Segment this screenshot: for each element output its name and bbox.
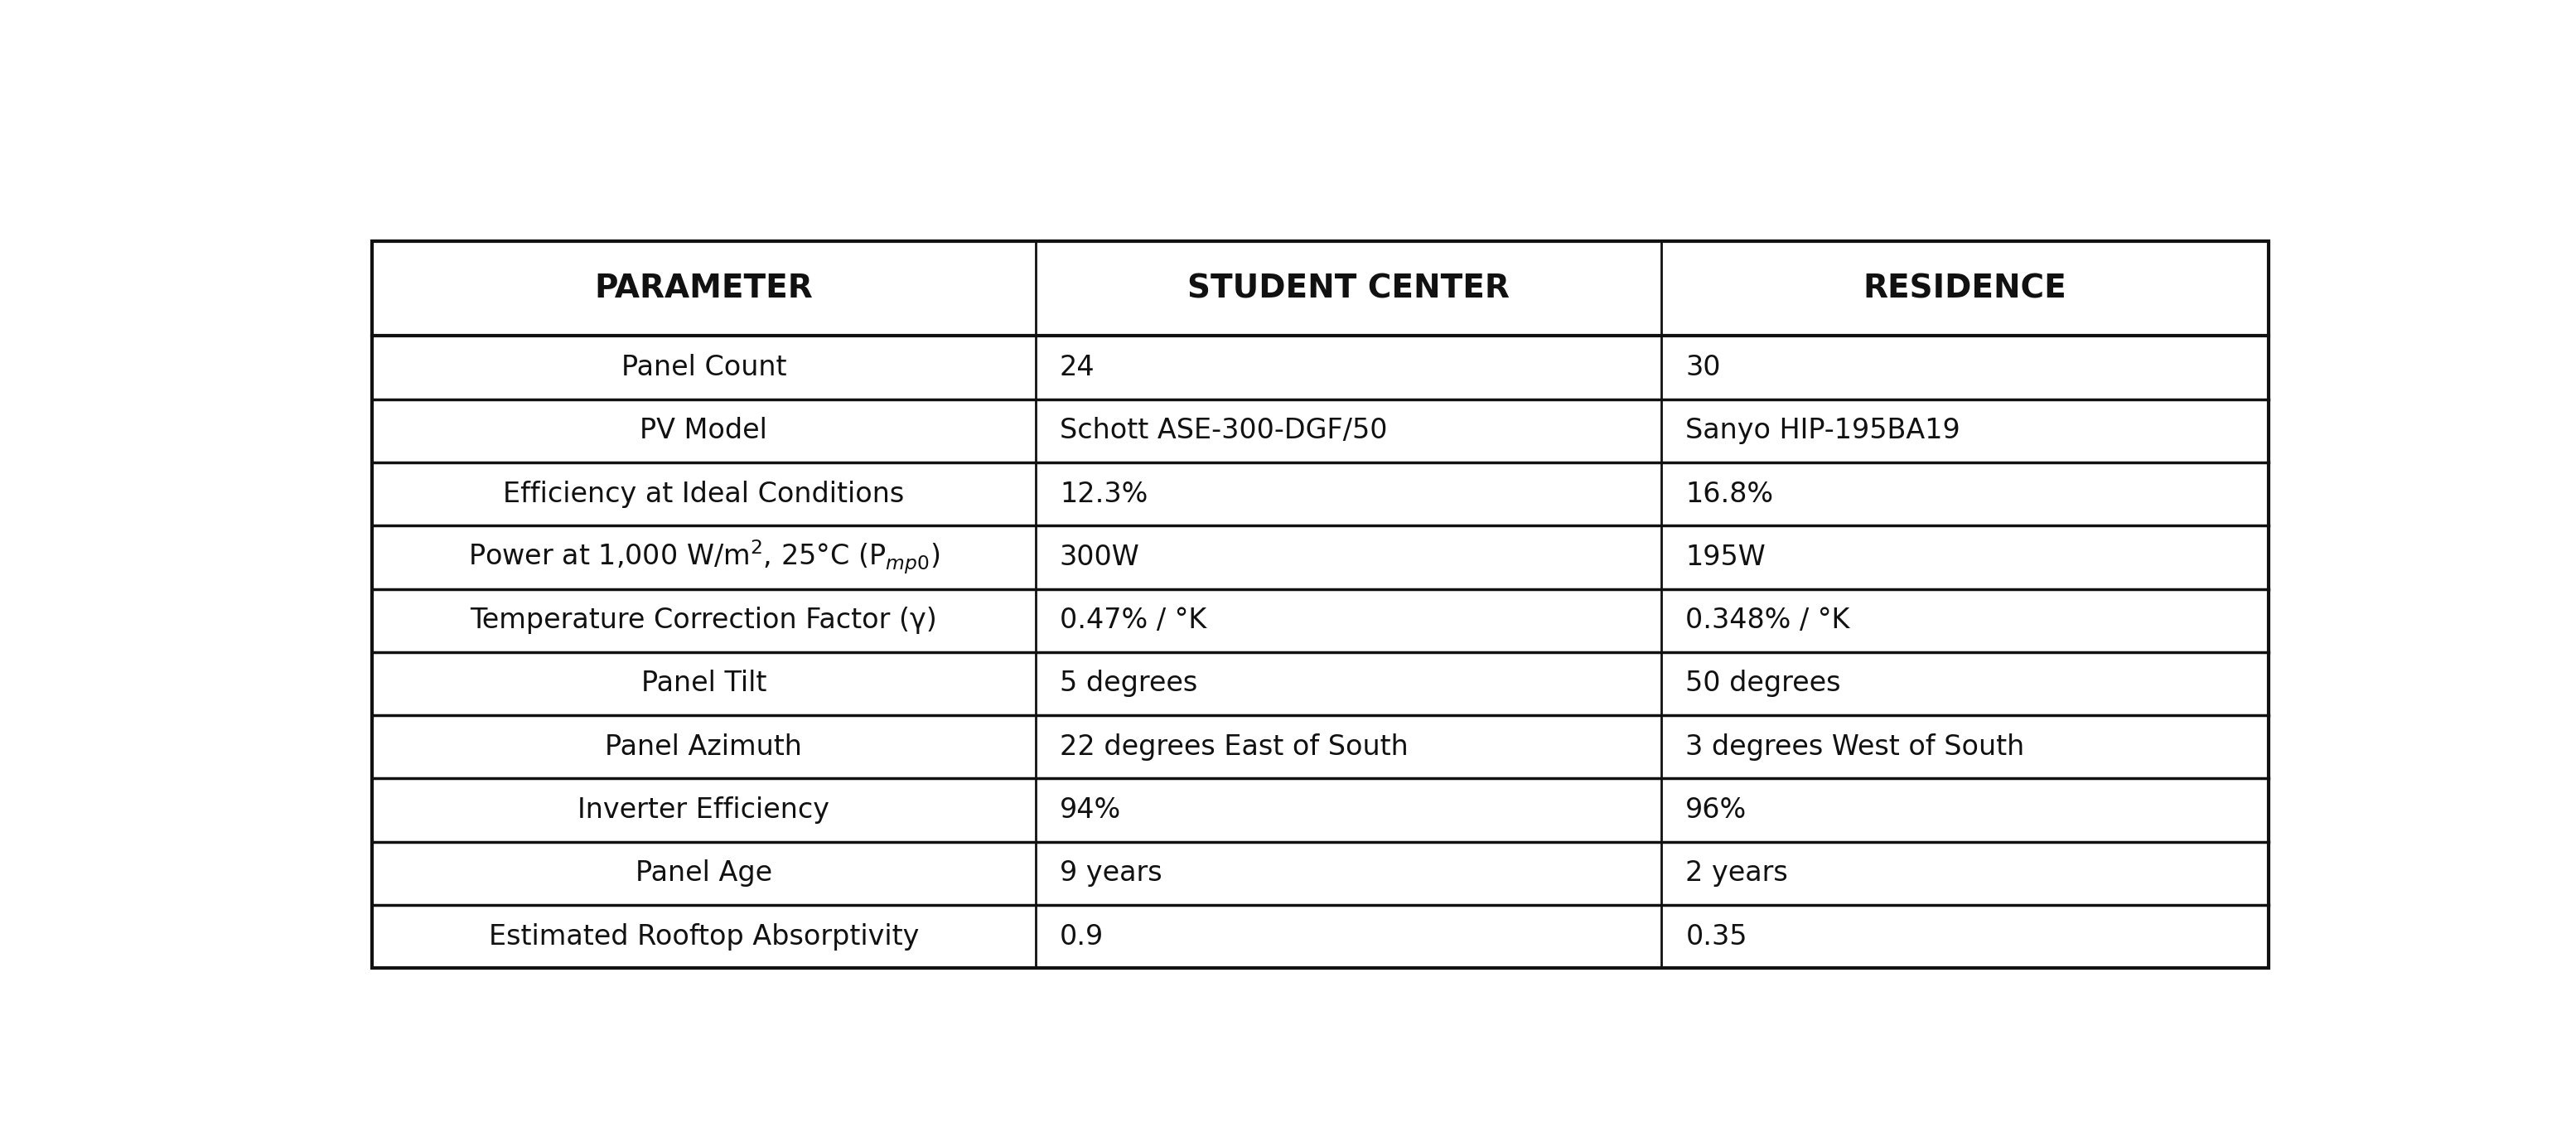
Text: 300W: 300W [1059, 543, 1139, 571]
Bar [371, 241, 2269, 969]
Text: Schott ASE-300-DGF/50: Schott ASE-300-DGF/50 [1059, 417, 1388, 445]
Text: 2 years: 2 years [1685, 860, 1788, 887]
Text: 16.8%: 16.8% [1685, 480, 1772, 508]
Text: 195W: 195W [1685, 543, 1765, 571]
Text: 30: 30 [1685, 354, 1721, 381]
Text: 50 degrees: 50 degrees [1685, 670, 1842, 697]
Text: Power at 1,000 W/m$^2$, 25°C (P$_{mp0}$): Power at 1,000 W/m$^2$, 25°C (P$_{mp0}$) [469, 538, 940, 576]
Text: PARAMETER: PARAMETER [595, 273, 814, 305]
Text: Panel Tilt: Panel Tilt [641, 670, 768, 697]
Text: 3 degrees West of South: 3 degrees West of South [1685, 733, 2025, 761]
Text: 22 degrees East of South: 22 degrees East of South [1059, 733, 1409, 761]
Text: Temperature Correction Factor (γ): Temperature Correction Factor (γ) [471, 607, 938, 634]
Text: 0.9: 0.9 [1059, 923, 1103, 951]
Text: 9 years: 9 years [1059, 860, 1162, 887]
Text: Panel Azimuth: Panel Azimuth [605, 733, 801, 761]
Text: Efficiency at Ideal Conditions: Efficiency at Ideal Conditions [502, 480, 904, 508]
Text: Estimated Rooftop Absorptivity: Estimated Rooftop Absorptivity [489, 923, 920, 951]
Text: 12.3%: 12.3% [1059, 480, 1149, 508]
Text: RESIDENCE: RESIDENCE [1862, 273, 2066, 305]
Text: Inverter Efficiency: Inverter Efficiency [577, 796, 829, 824]
Text: 0.47% / °K: 0.47% / °K [1059, 607, 1206, 634]
Text: PV Model: PV Model [639, 417, 768, 445]
Text: Panel Age: Panel Age [636, 860, 773, 887]
Text: 5 degrees: 5 degrees [1059, 670, 1198, 697]
Text: 24: 24 [1059, 354, 1095, 381]
Text: 0.348% / °K: 0.348% / °K [1685, 607, 1850, 634]
Text: Panel Count: Panel Count [621, 354, 786, 381]
Text: 94%: 94% [1059, 796, 1121, 824]
Text: 96%: 96% [1685, 796, 1747, 824]
Text: STUDENT CENTER: STUDENT CENTER [1188, 273, 1510, 305]
Text: Sanyo HIP-195BA19: Sanyo HIP-195BA19 [1685, 417, 1960, 445]
Text: 0.35: 0.35 [1685, 923, 1747, 951]
